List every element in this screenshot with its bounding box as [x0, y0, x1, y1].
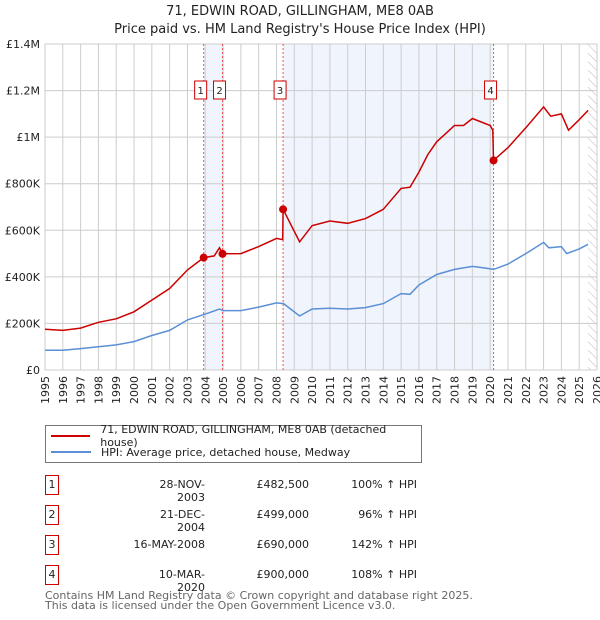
x-tick-label: 2007	[253, 376, 266, 404]
y-tick-label: £800K	[5, 178, 41, 191]
x-tick-label: 2013	[360, 376, 373, 404]
chart-subtitle: Price paid vs. HM Land Registry's House …	[114, 22, 486, 37]
x-tick-label: 2001	[146, 376, 159, 404]
legend-swatch-hpi	[51, 451, 91, 453]
x-tick-label: 2018	[449, 376, 462, 404]
footer-copyright: Contains HM Land Registry data © Crown c…	[45, 589, 473, 602]
x-tick-label: 2016	[413, 376, 426, 404]
x-tick-label: 2023	[538, 376, 551, 404]
legend-item-property: 71, EDWIN ROAD, GILLINGHAM, ME8 0AB (det…	[51, 423, 421, 449]
sale-label: 1	[197, 86, 203, 97]
sale-hpi: 96% ↑ HPI	[358, 508, 417, 521]
x-tick-label: 2024	[555, 376, 568, 404]
legend-item-hpi: HPI: Average price, detached house, Medw…	[51, 444, 350, 460]
x-tick-label: 2002	[164, 376, 177, 404]
legend-swatch-property	[51, 435, 91, 437]
sale-number: 1	[45, 475, 59, 495]
x-tick-label: 2014	[377, 376, 390, 404]
shaded-range	[203, 44, 223, 370]
sale-label-box	[194, 80, 208, 100]
x-tick-label: 2008	[270, 376, 283, 404]
legend-label-hpi: HPI: Average price, detached house, Medw…	[101, 445, 351, 459]
sale-date: 10-MAR-2020	[158, 568, 205, 594]
sale-hpi: 100% ↑ HPI	[351, 478, 417, 491]
x-tick-label: 2012	[342, 376, 355, 404]
y-tick-label: £400K	[5, 271, 41, 284]
sale-point	[218, 249, 227, 258]
sale-point	[489, 156, 498, 165]
forecast-hatch	[588, 44, 597, 370]
sale-point	[199, 253, 208, 262]
sale-label: 3	[277, 86, 283, 97]
sale-date: 28-NOV-2003	[159, 478, 205, 504]
chart: 1995 1996 1997 1998 1999 2000 2001 2002 2003 2004…	[5, 38, 600, 404]
shaded-range	[283, 44, 494, 370]
y-tick-label: £600K	[5, 224, 41, 237]
x-tick-label: 2025	[573, 376, 586, 404]
sale-price: £900,000	[256, 568, 310, 581]
sale-date: 21-DEC-2004	[159, 508, 205, 534]
sale-label-box	[213, 80, 227, 100]
x-tick-label: 2015	[395, 376, 408, 404]
x-tick-label: 2022	[520, 376, 533, 404]
sale-label: 4	[487, 86, 493, 97]
x-tick-label: 2021	[502, 376, 515, 404]
x-tick-label: 2020	[484, 376, 497, 404]
sale-number: 2	[45, 505, 59, 525]
x-tick-label: 2003	[181, 376, 194, 404]
y-tick-label: £1M	[17, 131, 41, 144]
footer-licence: This data is licensed under the Open Gov…	[45, 599, 396, 612]
x-tick-label: 2010	[306, 376, 319, 404]
series-line	[44, 105, 589, 332]
sale-number: 4	[45, 565, 59, 585]
x-tick-label: 2009	[288, 376, 301, 404]
sale-price: £499,000	[256, 508, 310, 521]
sale-hpi: 142% ↑ HPI	[351, 538, 417, 551]
x-tick-label: 2026	[591, 376, 600, 404]
sale-price: £482,500	[256, 478, 310, 491]
y-tick-label: £1.4M	[6, 38, 40, 51]
x-tick-label: 2005	[217, 376, 230, 404]
y-tick-label: £200K	[5, 317, 41, 330]
x-tick-label: 1996	[57, 376, 70, 404]
sale-point	[279, 205, 288, 214]
x-tick-label: 2000	[128, 376, 141, 404]
x-tick-label: 2017	[431, 376, 444, 404]
y-tick-label: £1.2M	[6, 85, 40, 98]
x-tick-label: 1998	[92, 376, 105, 404]
sale-label-box	[273, 80, 287, 100]
chart-title: 71, EDWIN ROAD, GILLINGHAM, ME8 0AB	[166, 4, 434, 19]
sale-number: 3	[45, 535, 59, 555]
x-tick-label: 1995	[39, 376, 52, 404]
sale-label-box	[484, 80, 498, 100]
x-tick-label: 2011	[324, 376, 337, 404]
x-tick-label: 2019	[466, 376, 479, 404]
legend-label-property: 71, EDWIN ROAD, GILLINGHAM, ME8 0AB (det…	[100, 423, 387, 449]
series-line	[45, 241, 589, 351]
x-tick-label: 1999	[110, 376, 123, 404]
y-tick-label: £0	[26, 364, 40, 377]
x-tick-label: 2004	[199, 376, 212, 404]
legend: 71, EDWIN ROAD, GILLINGHAM, ME8 0AB (det…	[45, 423, 422, 463]
x-tick-label: 1997	[75, 376, 88, 404]
sale-date: 16-MAY-2008	[133, 538, 205, 551]
x-tick-label: 2006	[235, 376, 248, 404]
sale-hpi: 108% ↑ HPI	[351, 568, 417, 581]
sale-price: £690,000	[256, 538, 310, 551]
sale-label: 2	[216, 86, 222, 97]
